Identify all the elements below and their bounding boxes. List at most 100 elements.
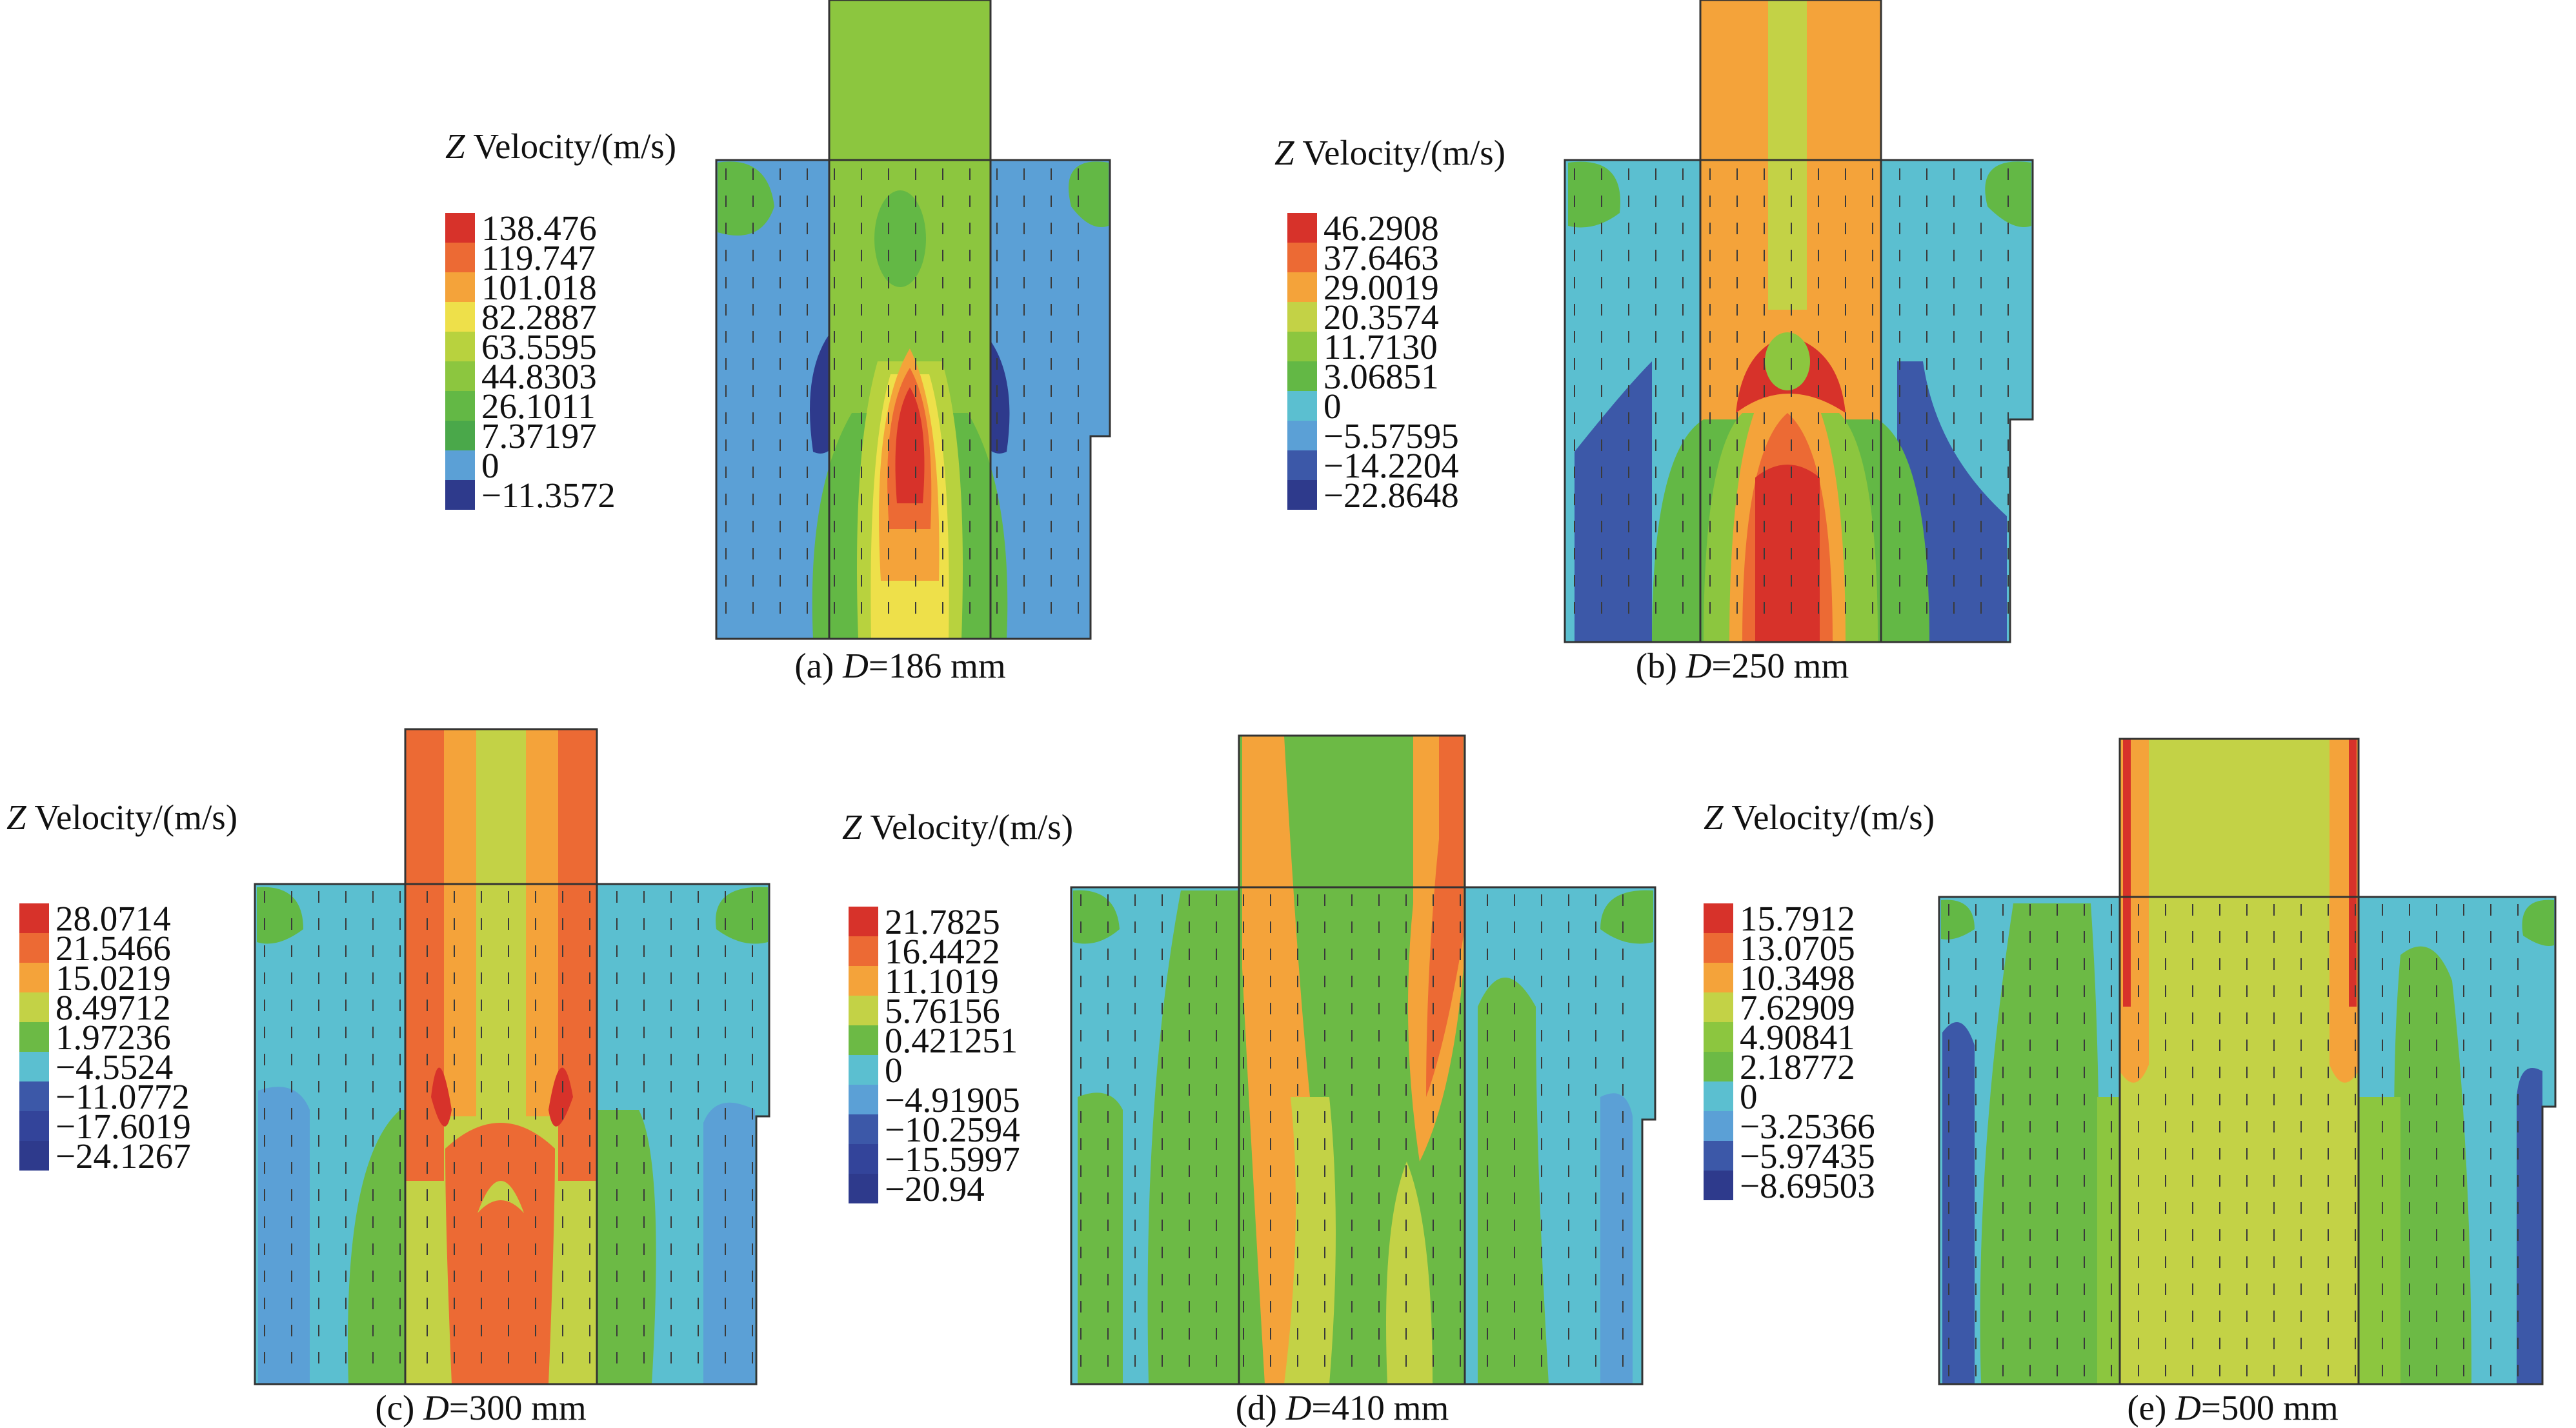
velocity-vectors bbox=[264, 891, 753, 1363]
legend-value: 46.2908 bbox=[1323, 208, 1439, 248]
legend-swatch bbox=[445, 450, 475, 480]
legend-swatch bbox=[19, 1111, 49, 1141]
legend-title-e: Z Velocity/(m/s) bbox=[1704, 798, 1935, 837]
legend-value: 4.90841 bbox=[1740, 1018, 1855, 1057]
legend-title-c: Z Velocity/(m/s) bbox=[6, 798, 238, 837]
legend-value: −5.57595 bbox=[1323, 416, 1459, 456]
legend-value: 0 bbox=[481, 446, 499, 485]
legend-swatch bbox=[1287, 272, 1317, 302]
legend-value: 3.06851 bbox=[1323, 357, 1439, 396]
legend-swatch bbox=[1704, 1081, 1733, 1111]
legend-value: −4.91905 bbox=[885, 1080, 1020, 1120]
legend-swatch bbox=[19, 933, 49, 963]
legend-swatch bbox=[1287, 302, 1317, 332]
legend-swatch bbox=[849, 1114, 878, 1144]
legend-swatch bbox=[849, 996, 878, 1025]
legend-swatch bbox=[445, 361, 475, 391]
legend-swatch bbox=[849, 907, 878, 936]
legend-swatch bbox=[849, 1085, 878, 1114]
legend-value: 0 bbox=[1740, 1077, 1758, 1116]
panel-d: Z Velocity/(m/s) 21.7825 16.4422 11.1019 5.… bbox=[842, 734, 1656, 1427]
legend-swatch bbox=[19, 1141, 49, 1171]
velocity-vectors bbox=[1574, 168, 2009, 614]
caption-e: (e) D=500 mm bbox=[2127, 1388, 2339, 1427]
legend-swatch bbox=[1704, 1111, 1733, 1141]
legend-value: 1.97236 bbox=[55, 1018, 171, 1057]
legend-swatch bbox=[445, 332, 475, 361]
legend-value: 15.0219 bbox=[55, 958, 171, 998]
legend-value: 44.8303 bbox=[481, 357, 597, 396]
legend-swatch bbox=[1704, 1171, 1733, 1200]
legend-value: 0 bbox=[885, 1051, 903, 1090]
legend-value: 13.0705 bbox=[1740, 929, 1855, 968]
legend-swatch bbox=[1704, 1052, 1733, 1081]
legend-swatch bbox=[445, 272, 475, 302]
legend-swatch bbox=[1704, 903, 1733, 933]
legend-swatch bbox=[849, 1055, 878, 1085]
legend-swatch bbox=[1287, 391, 1317, 421]
velocity-field-d bbox=[1070, 734, 1656, 1385]
legend-value: −24.1267 bbox=[55, 1136, 191, 1176]
legend-value: 16.4422 bbox=[885, 932, 1000, 971]
legend-value: 8.49712 bbox=[55, 988, 171, 1027]
legend-value: 11.1019 bbox=[885, 961, 999, 1001]
legend-swatch bbox=[445, 243, 475, 272]
legend-value: 0 bbox=[1323, 387, 1342, 426]
velocity-field-c bbox=[254, 728, 770, 1385]
legend-swatch bbox=[1287, 480, 1317, 510]
legend-value: 21.5466 bbox=[55, 929, 171, 968]
legend-value: 7.62909 bbox=[1740, 988, 1855, 1027]
legend-swatch bbox=[445, 213, 475, 243]
legend-value: −8.69503 bbox=[1740, 1166, 1875, 1205]
legend-value: 82.2887 bbox=[481, 297, 597, 337]
panel-a: Z Velocity/(m/s) 138.476 119.747 101.018 82… bbox=[0, 0, 1265, 710]
legend-value: 63.5595 bbox=[481, 327, 597, 367]
legend-swatch bbox=[1287, 213, 1317, 243]
caption-c: (c) D=300 mm bbox=[375, 1388, 587, 1427]
legend-swatch bbox=[445, 421, 475, 450]
legend-value: 2.18772 bbox=[1740, 1047, 1855, 1087]
legend-value: 119.747 bbox=[481, 238, 596, 277]
legend-swatch bbox=[1287, 450, 1317, 480]
legend-value: −4.5524 bbox=[55, 1047, 174, 1087]
legend-swatch bbox=[1704, 963, 1733, 992]
legend-value: −17.6019 bbox=[55, 1107, 191, 1146]
velocity-vectors bbox=[725, 168, 1079, 614]
panel-b: Z Velocity/(m/s) 46.2908 37.6463 29.0019 20… bbox=[0, 0, 2065, 710]
legend-value: −10.2594 bbox=[885, 1110, 1020, 1149]
legend-swatch bbox=[1287, 243, 1317, 272]
legend-swatch bbox=[19, 1081, 49, 1111]
legend-title-b: Z Velocity/(m/s) bbox=[1274, 133, 1506, 172]
legend-value: 37.6463 bbox=[1323, 238, 1439, 277]
legend-value: −11.3572 bbox=[481, 476, 616, 515]
legend-swatch bbox=[19, 903, 49, 933]
legend-value: 5.76156 bbox=[885, 991, 1000, 1031]
legend-value: −11.0772 bbox=[55, 1077, 190, 1116]
velocity-field-a bbox=[715, 0, 1111, 640]
caption-d: (d) D=410 mm bbox=[1235, 1388, 1449, 1427]
legend-swatch bbox=[1704, 1022, 1733, 1052]
legend-swatch bbox=[19, 963, 49, 992]
caption-a: (a) D=186 mm bbox=[794, 646, 1006, 685]
legend-swatch bbox=[1704, 1141, 1733, 1171]
legend-title-d: Z Velocity/(m/s) bbox=[842, 807, 1074, 847]
legend-value: 101.018 bbox=[481, 268, 597, 307]
legend-swatch bbox=[445, 480, 475, 510]
legend-value: −20.94 bbox=[885, 1169, 985, 1209]
legend-value: 15.7912 bbox=[1740, 899, 1855, 938]
legend-value: −3.25366 bbox=[1740, 1107, 1875, 1146]
legend-value: 0.421251 bbox=[885, 1021, 1018, 1060]
legend-value: 10.3498 bbox=[1740, 958, 1855, 998]
legend-swatch bbox=[849, 936, 878, 966]
legend-value: 11.7130 bbox=[1323, 327, 1438, 367]
legend-value: −5.97435 bbox=[1740, 1136, 1875, 1176]
legend-swatch bbox=[1287, 421, 1317, 450]
velocity-vectors bbox=[1948, 904, 2519, 1376]
legend-title-a: Z Velocity/(m/s) bbox=[445, 126, 677, 166]
legend-swatch bbox=[1704, 933, 1733, 963]
legend-swatch bbox=[19, 992, 49, 1022]
legend-swatch bbox=[849, 1144, 878, 1174]
legend-swatch bbox=[849, 1174, 878, 1203]
